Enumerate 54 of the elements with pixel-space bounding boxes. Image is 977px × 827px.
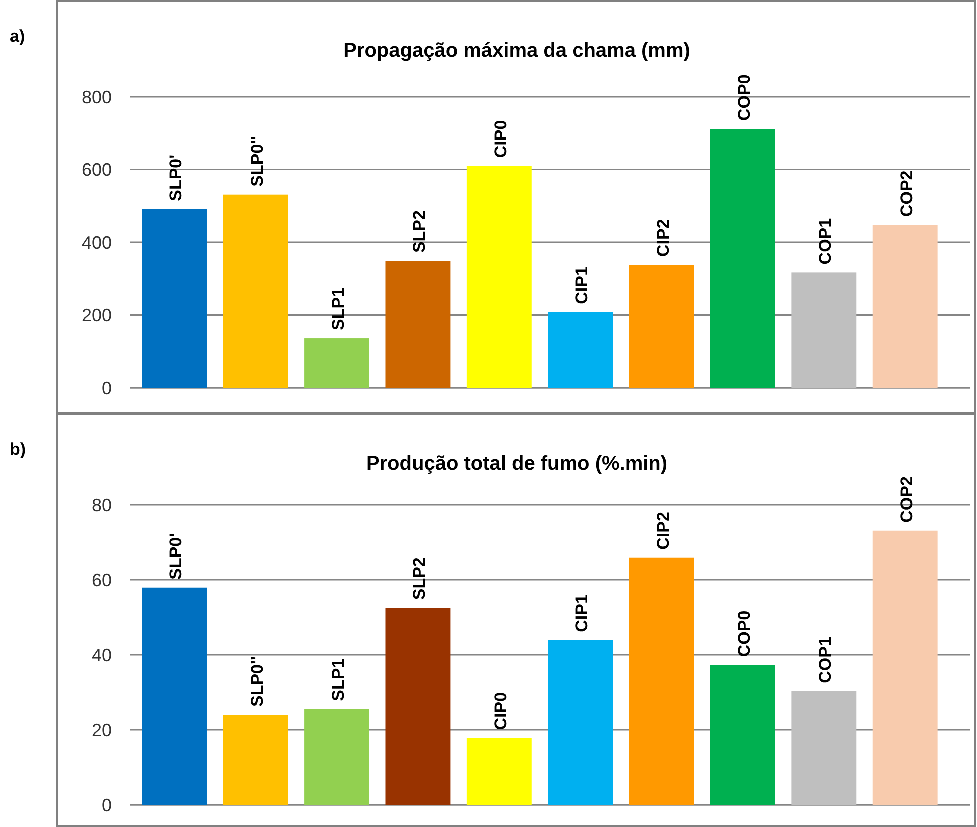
y-tick-label: 20	[92, 720, 112, 740]
x-tick-label: CIP2	[654, 219, 673, 258]
bar	[386, 261, 451, 388]
x-tick-label: CIP0	[491, 692, 510, 730]
x-tick-label: CIP0	[491, 120, 510, 158]
y-tick-label: 40	[92, 645, 112, 666]
bar	[872, 225, 938, 388]
y-tick-label: 200	[82, 306, 112, 326]
x-tick-label: COP0	[734, 74, 754, 122]
y-tick-label: 0	[102, 378, 112, 398]
text: a)	[10, 27, 26, 46]
bar	[792, 272, 857, 388]
bar	[629, 265, 694, 388]
y-tick-label: 800	[82, 87, 112, 108]
x-tick-label: CIP1	[572, 266, 592, 304]
x-tick-label: SLP0'	[166, 533, 186, 580]
y-tick-label: 600	[82, 160, 112, 180]
y-tick-label: 80	[92, 495, 112, 516]
x-tick-label: COP1	[816, 218, 836, 265]
bar	[629, 558, 694, 805]
x-tick-label: SLP1	[329, 288, 348, 331]
y-tick-label: 0	[102, 795, 112, 816]
chart-title: Produção total de fumo (%.min)	[366, 453, 668, 475]
x-tick-label: COP0	[734, 610, 754, 658]
bar	[466, 166, 532, 388]
bar	[304, 709, 370, 805]
x-tick-label: CIP1	[572, 594, 592, 632]
bar	[304, 338, 370, 388]
bar	[223, 194, 288, 388]
bar	[142, 209, 208, 388]
x-tick-label: SLP2	[410, 558, 430, 600]
bar	[710, 665, 776, 805]
y-tick-label: 400	[82, 232, 112, 253]
x-tick-label: SLP1	[329, 658, 348, 702]
bar	[710, 129, 776, 388]
x-tick-label: CIP2	[654, 512, 673, 550]
x-tick-label: SLP0''	[248, 656, 267, 707]
bar	[872, 530, 938, 805]
bar	[548, 312, 614, 388]
x-tick-label: COP1	[816, 637, 836, 684]
x-tick-label: SLP2	[410, 210, 430, 254]
bar	[466, 738, 532, 805]
bar	[548, 640, 614, 805]
bar	[223, 715, 288, 805]
chart-title: Propagação máxima da chama (mm)	[344, 40, 690, 62]
y-tick-label: 60	[92, 570, 112, 590]
x-tick-label: SLP0'	[166, 154, 186, 202]
bar	[792, 691, 857, 805]
x-tick-label: SLP0''	[248, 136, 267, 187]
bar	[142, 588, 208, 805]
bar	[386, 608, 451, 805]
x-tick-label: COP2	[897, 170, 916, 218]
text: b)	[10, 440, 26, 459]
x-tick-label: COP2	[897, 476, 916, 523]
